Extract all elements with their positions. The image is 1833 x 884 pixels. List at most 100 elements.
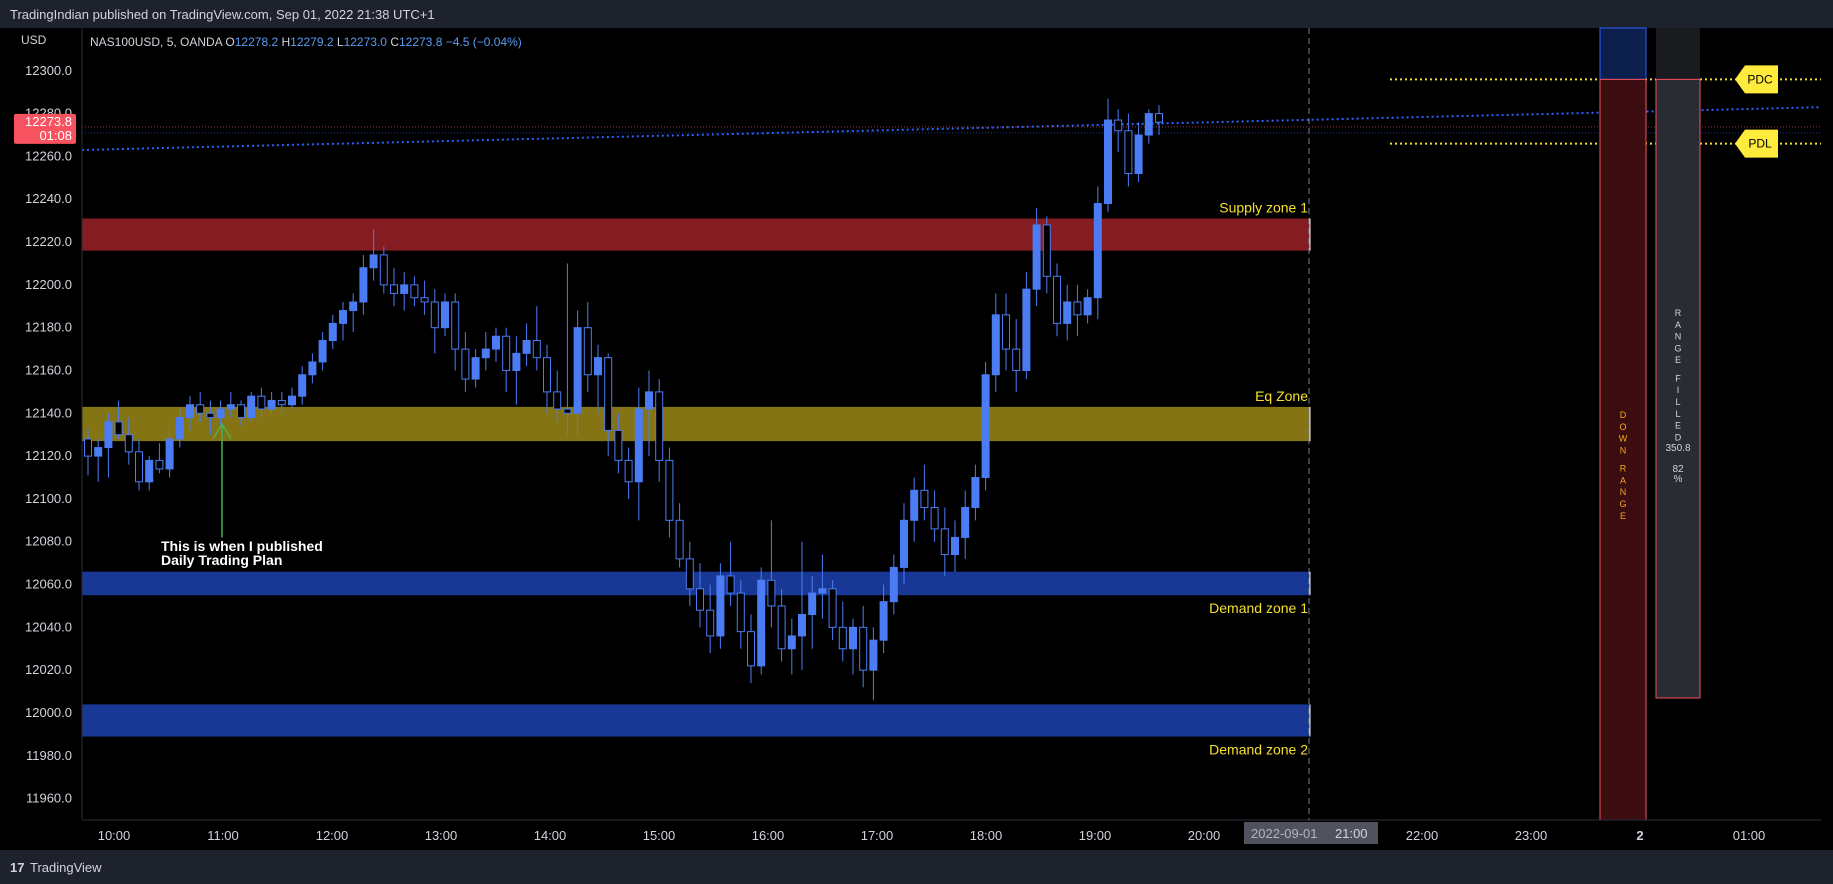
candle-105 <box>1155 105 1163 136</box>
range-filled-char-18: L <box>1675 409 1680 419</box>
range-filled-char-6: G <box>1674 343 1681 353</box>
candle-17 <box>257 387 266 418</box>
candle-body-40 <box>492 335 500 350</box>
candle-body-37 <box>461 348 470 380</box>
candle-body-44 <box>532 340 541 359</box>
candle-body-68 <box>777 605 786 650</box>
candle-40 <box>492 327 500 362</box>
candle-body-26 <box>349 301 358 312</box>
candle-56 <box>655 379 664 482</box>
level-marker-shape-0 <box>1735 65 1778 94</box>
y-tick-14: 12020.0 <box>25 662 72 677</box>
down-range-char-2: O <box>1619 422 1626 432</box>
down-range-char-10: R <box>1620 464 1627 474</box>
candle-body-3 <box>114 421 123 436</box>
candle-body-101 <box>1114 119 1123 132</box>
candle-7 <box>155 443 164 474</box>
candle-45 <box>543 344 551 414</box>
candle-body-78 <box>879 601 888 641</box>
candle-body-46 <box>553 391 562 410</box>
candle-body-28 <box>369 254 378 269</box>
x-tick-13: 23:00 <box>1515 828 1548 843</box>
footer-bar: 17 TradingView <box>0 850 1833 884</box>
candle-58 <box>675 503 684 568</box>
x-tick-4: 14:00 <box>534 828 567 843</box>
candle-10 <box>186 396 194 431</box>
open-value: 12278.2 <box>234 35 279 49</box>
candle-29 <box>379 246 388 294</box>
candle-41 <box>502 327 511 392</box>
tradingview-brand[interactable]: 17 TradingView <box>10 860 102 875</box>
candle-73 <box>828 580 837 641</box>
candle-body-77 <box>869 639 878 671</box>
candle-body-11 <box>196 404 205 414</box>
candle-30 <box>390 267 398 307</box>
candle-65 <box>747 614 755 684</box>
annotation-line1: This is when I published <box>161 538 323 554</box>
candle-body-34 <box>430 301 439 329</box>
candle-4 <box>124 417 133 465</box>
candle-body-21 <box>298 374 307 397</box>
candle-64 <box>736 580 745 649</box>
candle-body-98 <box>1083 297 1092 316</box>
high-label: H <box>281 35 291 49</box>
candle-body-4 <box>124 434 133 453</box>
level-marker-shape-1 <box>1735 129 1778 158</box>
candle-body-30 <box>390 284 398 294</box>
x-tick-5: 15:00 <box>643 828 676 843</box>
candle-body-5 <box>135 451 143 483</box>
y-tick-10: 12100.0 <box>25 491 72 506</box>
x-tick-2: 12:00 <box>316 828 349 843</box>
candle-body-2 <box>104 421 113 449</box>
candle-0 <box>84 428 92 476</box>
zone-3 <box>82 704 1310 737</box>
candle-91 <box>1012 319 1021 392</box>
candle-83 <box>930 490 939 542</box>
candle-66 <box>757 567 766 675</box>
candle-63 <box>726 541 735 606</box>
range-filled-char-22: D <box>1675 432 1682 442</box>
y-tick-17: 11960.0 <box>26 791 72 806</box>
candle-55 <box>645 370 653 457</box>
y-tick-3: 12240.0 <box>25 191 72 206</box>
candle-88 <box>981 361 990 491</box>
candle-98 <box>1083 289 1092 324</box>
candle-body-9 <box>175 417 184 440</box>
levels-layer: PDC PDL <box>81 65 1822 158</box>
candle-body-71 <box>808 592 817 616</box>
candle-body-25 <box>339 310 347 324</box>
y-tick-7: 12160.0 <box>25 362 72 377</box>
y-tick-15: 12000.0 <box>25 705 72 720</box>
y-tick-12: 12060.0 <box>25 577 72 592</box>
candle-79 <box>889 554 898 615</box>
candle-body-73 <box>828 588 837 628</box>
zone-1 <box>82 406 1310 442</box>
candle-body-70 <box>798 614 806 637</box>
y-tick-9: 12120.0 <box>25 448 72 463</box>
candle-97 <box>1073 284 1082 337</box>
price-chart[interactable]: Supply zone 1 Eq Zone Demand zone 1 Demand … <box>0 0 1833 850</box>
range-filled-char-0: R <box>1675 308 1682 318</box>
candle-body-61 <box>706 609 715 637</box>
candle-body-36 <box>451 301 460 350</box>
candle-23 <box>318 331 327 371</box>
publish-header: TradingIndian published on TradingView.c… <box>0 0 1833 28</box>
candle-80 <box>900 503 908 585</box>
candle-body-55 <box>645 391 653 410</box>
candle-body-62 <box>716 575 725 637</box>
candle-100 <box>1104 98 1112 213</box>
candle-body-24 <box>328 322 337 342</box>
candle-body-75 <box>849 626 857 650</box>
candle-body-91 <box>1012 348 1021 371</box>
down-range-char-12: A <box>1620 475 1626 485</box>
date-marker-time: 21:00 <box>1335 826 1368 841</box>
zone-label-0: Supply zone 1 <box>1219 200 1308 216</box>
y-tick-2: 12260.0 <box>25 148 72 163</box>
candle-body-100 <box>1104 119 1112 205</box>
low-value: 12273.0 <box>343 35 387 49</box>
y-tick-11: 12080.0 <box>25 534 72 549</box>
candle-body-64 <box>736 592 745 633</box>
candle-101 <box>1114 109 1123 153</box>
candle-3 <box>114 400 123 439</box>
